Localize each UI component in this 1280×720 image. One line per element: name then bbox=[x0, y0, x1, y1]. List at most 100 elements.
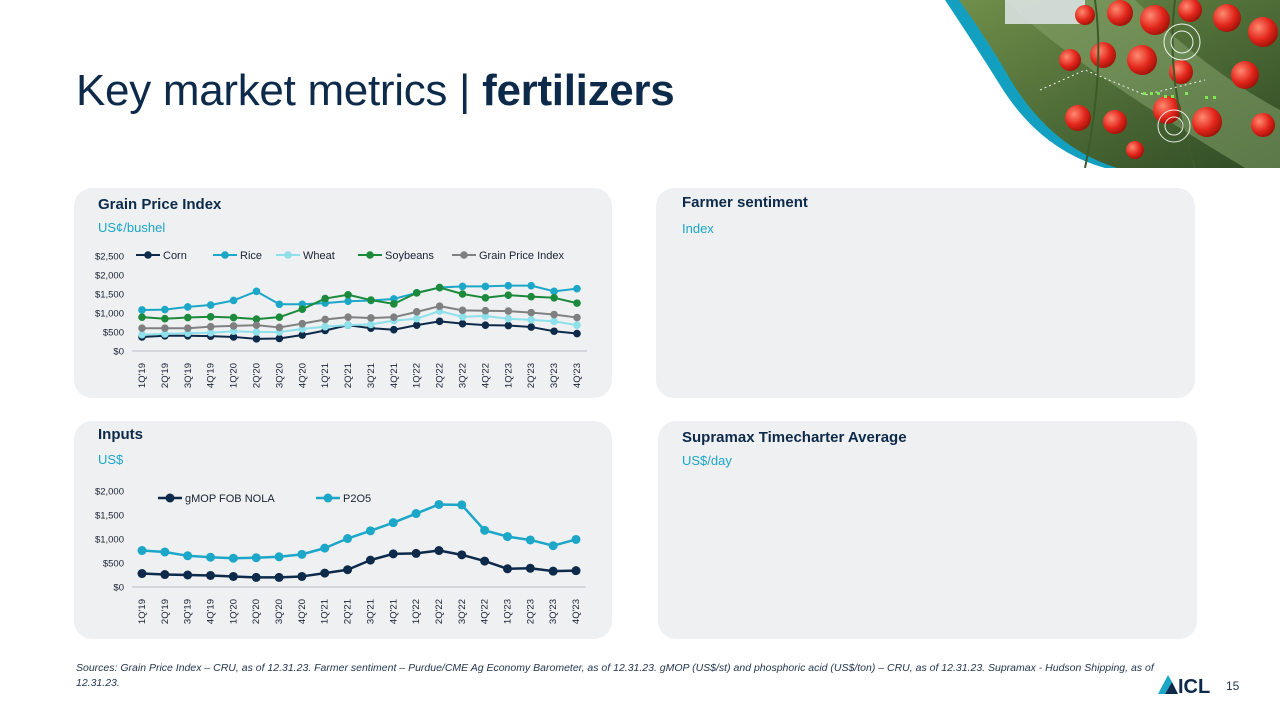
grain-data-point bbox=[550, 294, 558, 302]
farmer-chart-title: Farmer sentiment bbox=[682, 194, 808, 211]
grain-data-point bbox=[344, 321, 352, 329]
grain-y-tick-label: $2,000 bbox=[95, 271, 124, 282]
grain-legend-label: Grain Price Index bbox=[479, 250, 564, 262]
inputs-data-point bbox=[320, 568, 330, 578]
inputs-data-point bbox=[434, 499, 444, 509]
grain-x-tick-label: 1Q'22 bbox=[412, 363, 423, 388]
grain-legend-label: Rice bbox=[240, 250, 262, 262]
grain-data-point bbox=[321, 322, 329, 331]
grain-data-point bbox=[229, 327, 238, 336]
title-bold: fertilizers bbox=[482, 66, 675, 115]
inputs-y-tick-label: $1,500 bbox=[95, 511, 124, 522]
grain-y-tick-label: $1,500 bbox=[95, 290, 124, 301]
inputs-x-tick-label: 4Q'21 bbox=[388, 599, 399, 624]
inputs-x-tick-label: 3Q'19 bbox=[183, 599, 194, 624]
inputs-x-tick-label: 1Q'21 bbox=[320, 599, 331, 624]
farmer-sentiment-panel: Farmer sentiment Index 801301801Q'192Q'1… bbox=[656, 188, 1195, 398]
grain-legend-marker bbox=[144, 251, 152, 259]
grain-data-point bbox=[390, 325, 398, 334]
supramax-chart-unit: US$/day bbox=[682, 453, 732, 468]
grain-data-point bbox=[138, 306, 146, 314]
grain-data-point bbox=[458, 306, 467, 315]
inputs-chart-unit: US$ bbox=[98, 452, 124, 467]
grain-data-point bbox=[229, 313, 238, 322]
inputs-data-point bbox=[206, 552, 216, 562]
grain-data-point bbox=[504, 291, 513, 299]
page-number: 15 bbox=[1226, 679, 1240, 693]
grain-legend-label: Soybeans bbox=[385, 250, 434, 262]
grain-data-point bbox=[481, 306, 490, 315]
grain-data-point bbox=[229, 322, 238, 330]
grain-data-point bbox=[504, 281, 513, 290]
grain-x-tick-label: 2Q'20 bbox=[251, 363, 262, 388]
grain-data-point bbox=[435, 283, 444, 292]
inputs-x-tick-label: 2Q'22 bbox=[434, 599, 445, 624]
grain-data-point bbox=[573, 321, 581, 329]
grain-data-point bbox=[458, 319, 467, 328]
supramax-chart: $0$20,000$40,0001Q'192Q'193Q'194Q'191Q'2… bbox=[658, 421, 1197, 639]
grain-data-point bbox=[458, 290, 467, 298]
inputs-x-tick-label: 2Q'23 bbox=[525, 599, 536, 624]
grain-series-line-0 bbox=[141, 320, 578, 340]
grain-data-point bbox=[229, 296, 238, 305]
grain-data-point bbox=[573, 299, 581, 307]
grain-data-point bbox=[412, 321, 421, 329]
grain-data-point bbox=[550, 317, 558, 326]
inputs-x-tick-label: 1Q'19 bbox=[137, 599, 148, 624]
inputs-data-point bbox=[525, 563, 535, 573]
inputs-data-point bbox=[137, 569, 147, 579]
inputs-data-point bbox=[480, 525, 490, 535]
inputs-x-tick-label: 2Q'21 bbox=[343, 599, 354, 624]
slide-title: Key market metrics | fertilizers bbox=[76, 66, 675, 116]
inputs-x-tick-label: 3Q'21 bbox=[365, 599, 376, 624]
inputs-data-point bbox=[137, 546, 147, 556]
inputs-legend-marker bbox=[165, 493, 175, 503]
grain-data-point bbox=[481, 282, 490, 291]
grain-legend-marker bbox=[221, 251, 229, 259]
grain-data-point bbox=[161, 330, 169, 338]
inputs-data-point bbox=[502, 564, 512, 574]
grain-data-point bbox=[435, 302, 444, 310]
grain-legend-marker bbox=[284, 251, 292, 259]
grain-series-line-3 bbox=[141, 286, 578, 321]
farmer-sentiment-chart: 801301801Q'192Q'193Q'194Q'191Q'202Q'203Q… bbox=[656, 188, 1195, 398]
inputs-data-point bbox=[343, 534, 353, 544]
inputs-panel: Inputs US$ $0 $500 $1,000 $1,500 $2,000 1Q'19… bbox=[74, 421, 612, 639]
inputs-data-point bbox=[502, 532, 512, 542]
grain-data-point bbox=[252, 321, 261, 329]
inputs-y-tick-label: $500 bbox=[103, 559, 124, 570]
grain-data-point bbox=[206, 301, 215, 309]
grain-data-point bbox=[458, 282, 467, 291]
inputs-data-point bbox=[434, 546, 444, 556]
grain-x-tick-label: 4Q'19 bbox=[206, 363, 217, 388]
inputs-x-tick-label: 3Q'20 bbox=[274, 599, 285, 624]
grain-x-tick-label: 2Q'23 bbox=[526, 363, 537, 388]
grain-legend-marker bbox=[460, 251, 468, 259]
inputs-data-point bbox=[411, 509, 421, 519]
grain-data-point bbox=[344, 297, 352, 306]
inputs-data-point bbox=[365, 555, 375, 565]
inputs-data-point bbox=[297, 571, 307, 581]
grain-x-tick-label: 3Q'22 bbox=[458, 363, 469, 388]
grain-x-tick-label: 1Q'20 bbox=[229, 363, 240, 388]
grain-data-point bbox=[390, 300, 398, 308]
grain-x-tick-label: 3Q'19 bbox=[183, 363, 194, 388]
inputs-data-point bbox=[251, 572, 261, 582]
grain-data-point bbox=[550, 310, 558, 319]
grain-x-tick-label: 2Q'21 bbox=[343, 363, 354, 388]
grain-x-tick-label: 4Q'20 bbox=[297, 363, 308, 388]
title-regular: Key market metrics | bbox=[76, 66, 483, 115]
grain-data-point bbox=[229, 333, 238, 341]
grain-data-point bbox=[275, 323, 284, 332]
inputs-data-point bbox=[183, 570, 193, 580]
grain-data-point bbox=[550, 287, 558, 296]
grain-data-point bbox=[367, 296, 375, 304]
inputs-x-tick-label: 4Q'19 bbox=[206, 599, 217, 624]
inputs-chart: $0 $500 $1,000 $1,500 $2,000 1Q'19 2Q'19 3Q'19 4… bbox=[95, 487, 586, 624]
grain-y-tick-label: $2,500 bbox=[95, 252, 124, 263]
inputs-data-point bbox=[343, 565, 353, 575]
grain-data-point bbox=[321, 294, 329, 303]
grain-series-line-2 bbox=[141, 310, 578, 336]
grain-data-point bbox=[481, 321, 490, 329]
grain-data-point bbox=[527, 292, 536, 301]
